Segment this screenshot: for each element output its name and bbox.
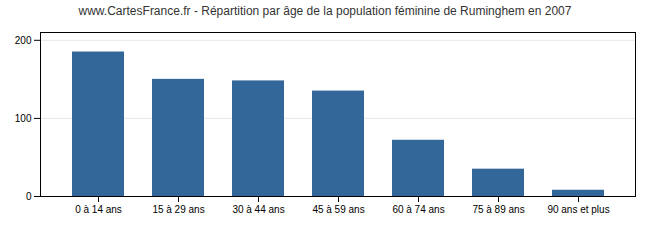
svg-text:0 à 14 ans: 0 à 14 ans — [75, 204, 122, 215]
svg-text:75 à 89 ans: 75 à 89 ans — [472, 204, 524, 215]
svg-text:60 à 74 ans: 60 à 74 ans — [392, 204, 444, 215]
svg-text:90 ans et plus: 90 ans et plus — [547, 204, 609, 215]
svg-text:30 à 44 ans: 30 à 44 ans — [232, 204, 284, 215]
svg-text:0: 0 — [26, 191, 32, 202]
svg-text:15 à 29 ans: 15 à 29 ans — [152, 204, 204, 215]
svg-text:45 à 59 ans: 45 à 59 ans — [312, 204, 364, 215]
svg-text:100: 100 — [15, 113, 32, 124]
html-text:www.CartesFrance.fr - Répartit: www.CartesFrance.fr - Répartition par âg… — [78, 4, 572, 18]
svg-text:200: 200 — [15, 35, 32, 46]
